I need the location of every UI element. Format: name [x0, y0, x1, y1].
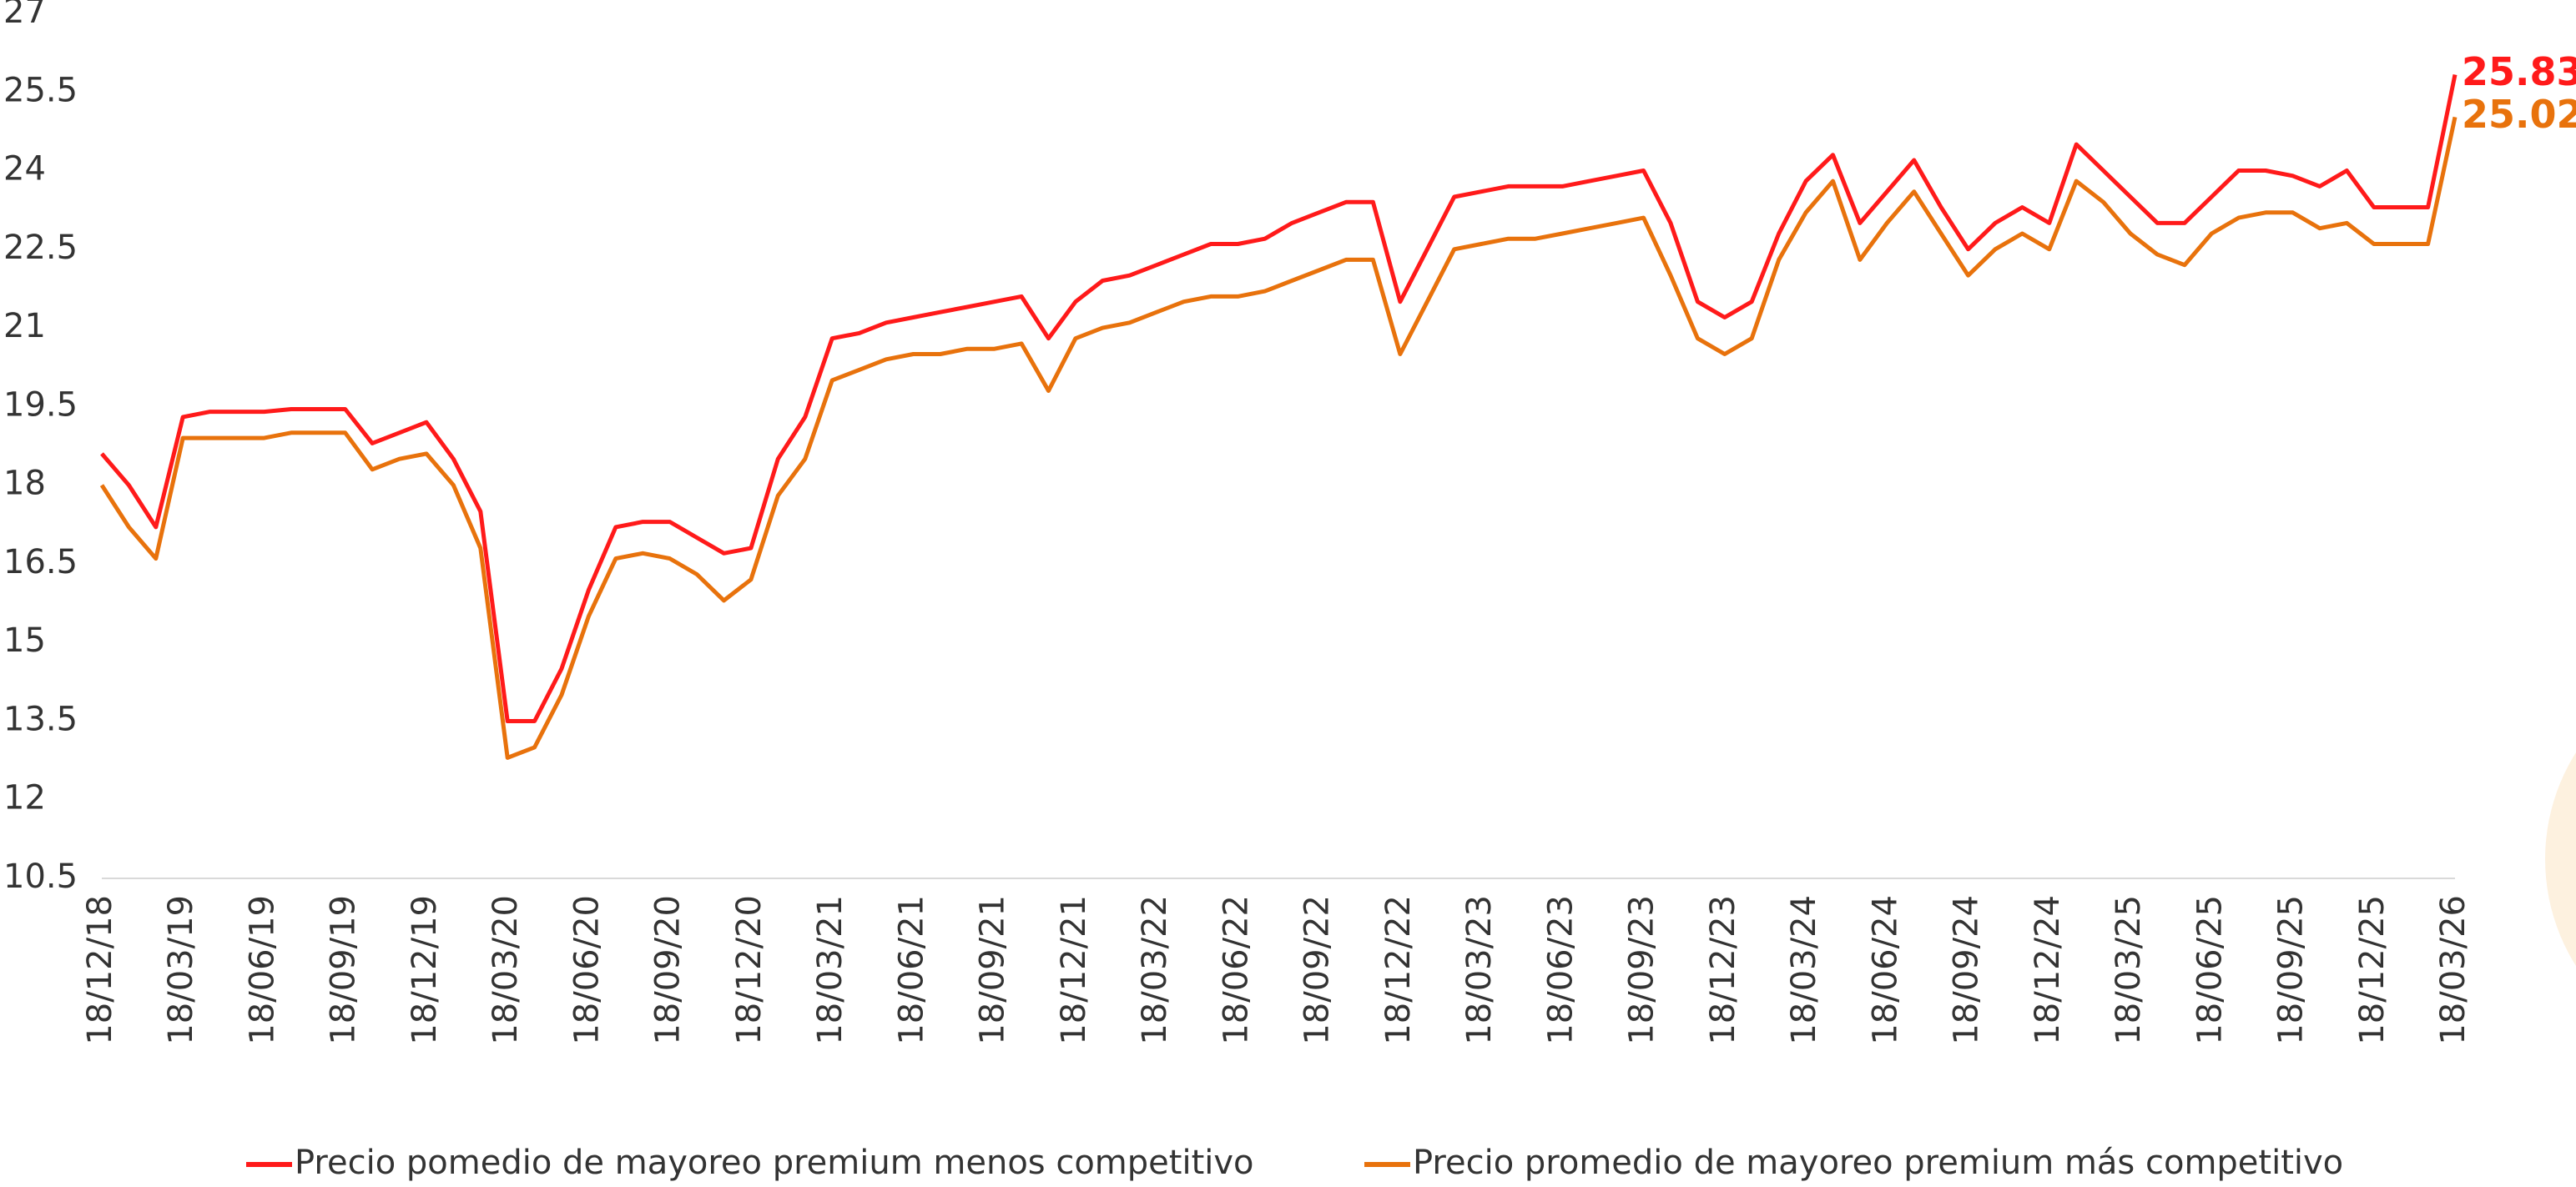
x-tick-label: 18/06/22 [1217, 895, 1255, 1045]
x-tick-label: 18/06/21 [892, 895, 930, 1045]
x-tick-label: 18/09/21 [974, 895, 1012, 1045]
legend-label: Precio pomedio de mayoreo premium menos … [295, 1144, 1254, 1182]
series-line [100, 74, 2458, 723]
x-tick-label: 18/09/25 [2272, 895, 2311, 1045]
x-tick-label: 18/12/19 [406, 895, 444, 1045]
x-tick-label: 18/03/24 [1785, 895, 1823, 1045]
y-tick-label: 21 [3, 307, 46, 345]
y-tick-label: 12 [3, 779, 46, 817]
y-tick-label: 18 [3, 465, 46, 503]
x-tick-label: 18/09/24 [1948, 895, 1986, 1045]
y-tick-label: 10.5 [3, 858, 78, 896]
y-tick-label: 16.5 [3, 543, 78, 581]
x-tick-label: 18/12/21 [1055, 895, 1093, 1045]
x-tick-label: 18/09/22 [1298, 895, 1337, 1045]
x-tick-label: 18/09/20 [649, 895, 688, 1045]
x-tick-label: 18/03/19 [162, 895, 200, 1045]
y-tick-label: 22.5 [3, 229, 78, 267]
x-tick-label: 18/09/23 [1623, 895, 1661, 1045]
y-tick-label: 15 [3, 621, 46, 660]
x-tick-label: 18/06/19 [243, 895, 281, 1045]
x-tick-label: 18/06/20 [567, 895, 606, 1045]
end-value-label: 25.83 [2462, 49, 2576, 94]
x-tick-label: 18/12/22 [1379, 895, 1418, 1045]
x-tick-label: 18/12/20 [730, 895, 769, 1045]
x-tick-label: 18/03/20 [486, 895, 525, 1045]
x-tick-label: 18/09/19 [325, 895, 363, 1045]
x-tick-label: 18/03/21 [811, 895, 849, 1045]
x-tick-label: 18/06/23 [1541, 895, 1580, 1045]
x-tick-label: 18/03/23 [1460, 895, 1499, 1045]
x-tick-label: 18/03/25 [2110, 895, 2148, 1045]
y-tick-label: 27 [3, 0, 46, 31]
legend-label: Precio promedio de mayoreo premium más c… [1413, 1144, 2343, 1182]
x-tick-label: 18/12/25 [2353, 895, 2392, 1045]
x-tick-label: 18/03/26 [2434, 895, 2473, 1045]
x-tick-label: 18/03/22 [1136, 895, 1174, 1045]
y-tick-label: 25.5 [3, 71, 78, 109]
y-tick-label: 13.5 [3, 700, 78, 738]
x-tick-label: 18/12/18 [81, 895, 119, 1045]
y-tick-label: 19.5 [3, 385, 78, 424]
end-value-label: 25.02 [2462, 92, 2576, 137]
x-tick-label: 18/06/24 [1866, 895, 1904, 1045]
x-tick-label: 18/12/24 [2029, 895, 2067, 1045]
x-tick-label: 18/06/25 [2190, 895, 2229, 1045]
x-tick-label: 18/12/23 [1704, 895, 1742, 1045]
y-tick-label: 24 [3, 150, 46, 189]
series-line [99, 116, 2458, 760]
decoration [2545, 752, 2576, 967]
